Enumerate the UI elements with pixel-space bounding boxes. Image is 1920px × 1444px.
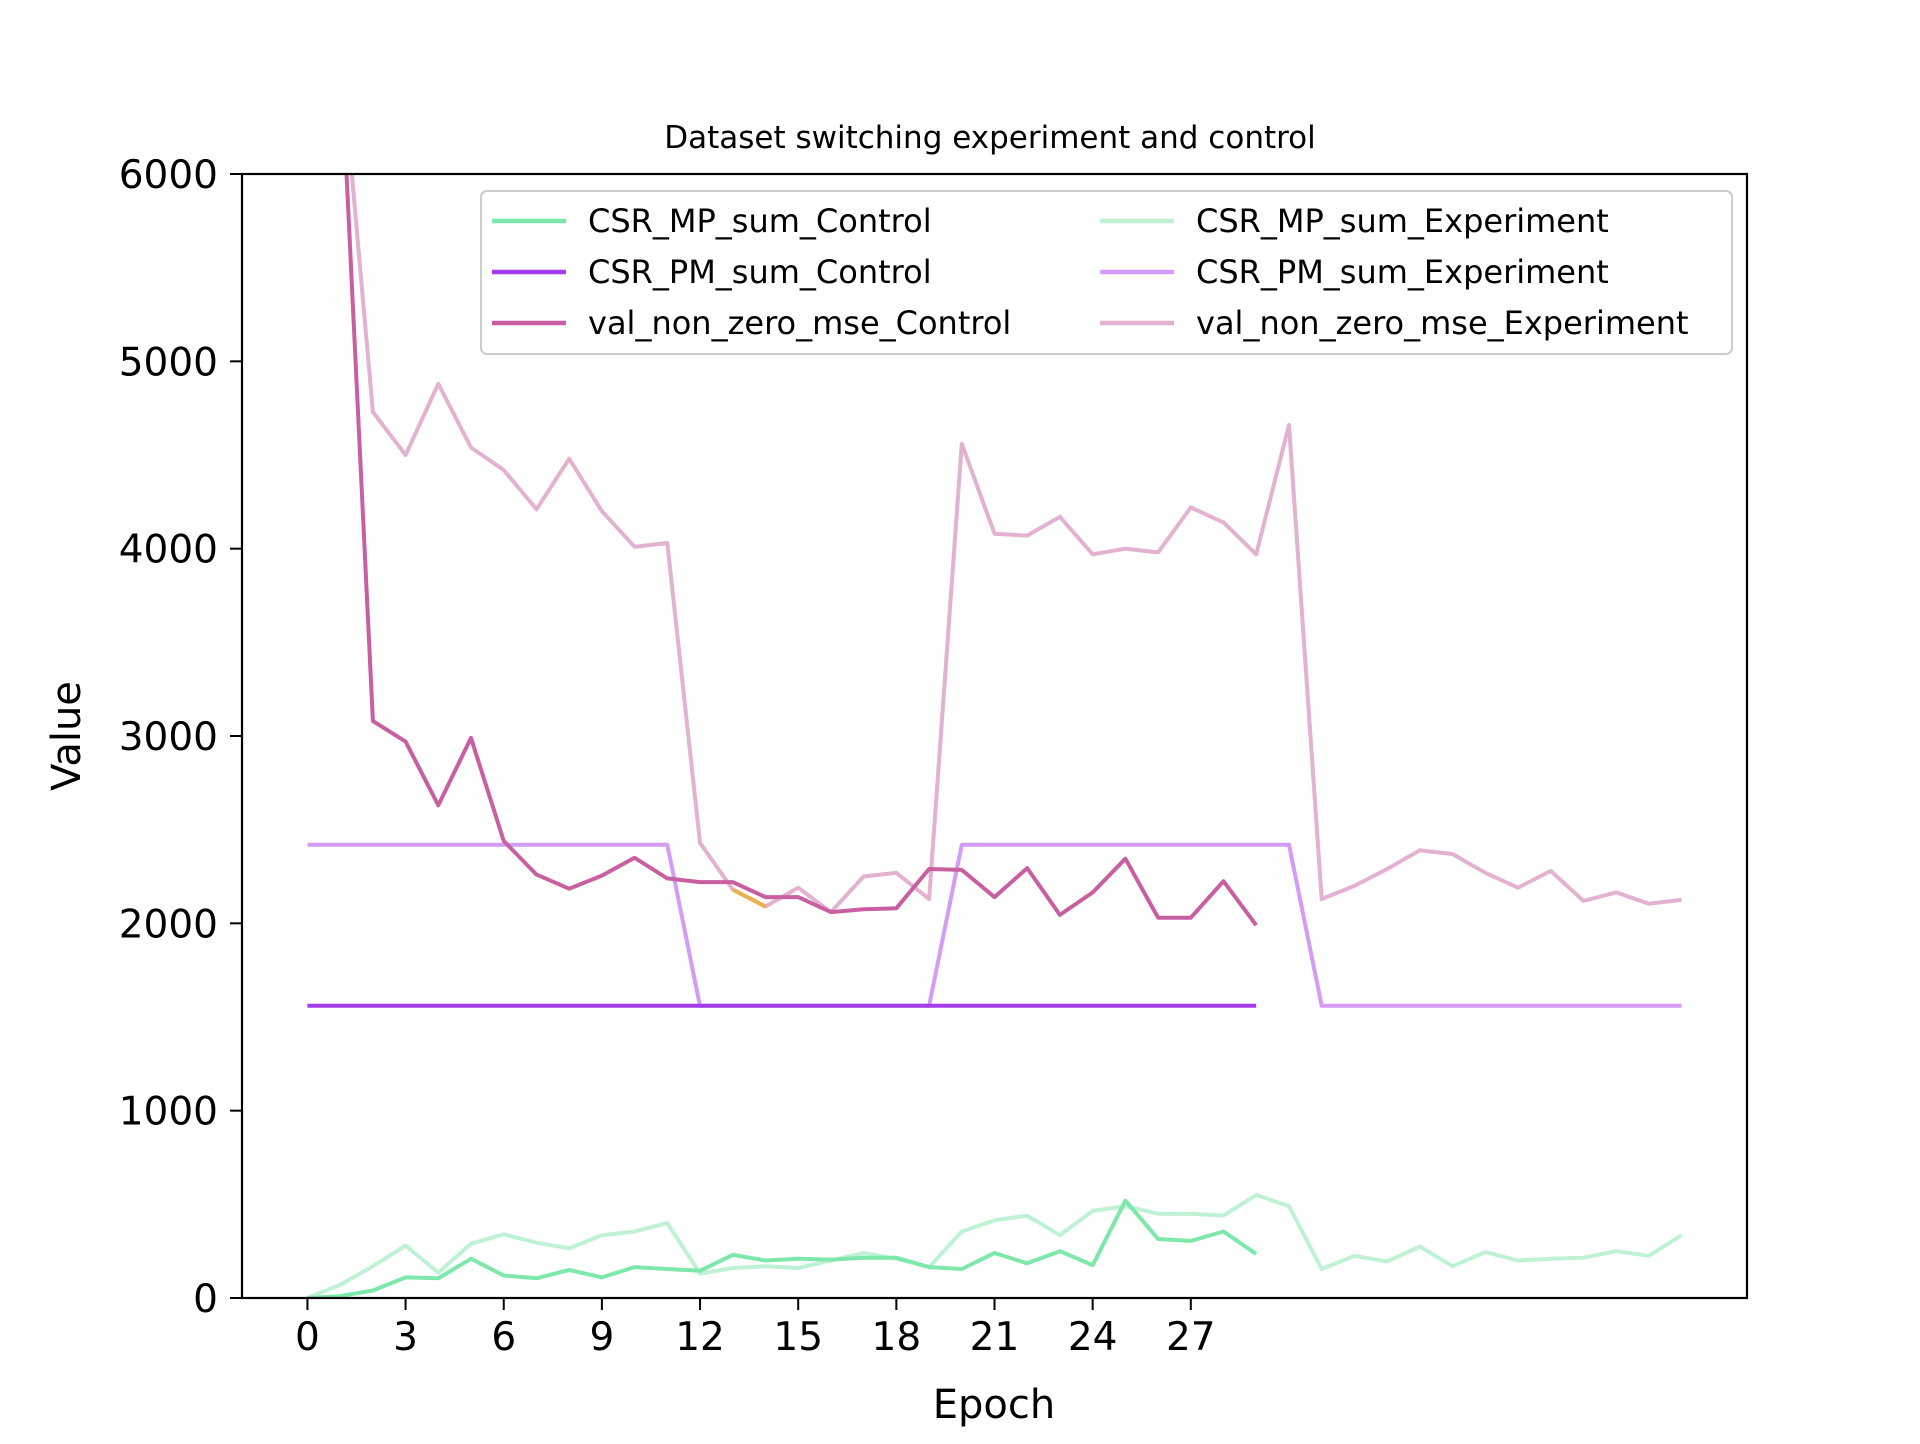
y-tick-label: 6000 [119, 153, 218, 198]
y-tick-label: 2000 [119, 902, 218, 947]
legend-label: CSR_MP_sum_Experiment [1196, 202, 1609, 240]
legend: CSR_MP_sum_Control CSR_PM_sum_Control val_… [480, 190, 1733, 355]
legend-label: val_non_zero_mse_Experiment [1196, 304, 1689, 342]
chart-title: Dataset switching experiment and control [664, 120, 1316, 156]
legend-label: CSR_PM_sum_Experiment [1196, 253, 1609, 291]
y-tick-label: 0 [193, 1277, 218, 1322]
y-axis-ticks: 0 1000 2000 3000 4000 5000 6000 [119, 153, 242, 1322]
y-tick-label: 4000 [119, 528, 218, 573]
x-tick-label: 18 [872, 1315, 922, 1360]
series-line-segment-6 [731, 887, 767, 909]
x-axis-label: Epoch [933, 1382, 1055, 1428]
x-tick-label: 6 [491, 1315, 516, 1360]
x-tick-label: 21 [970, 1315, 1020, 1360]
y-axis-label: Value [44, 681, 90, 791]
x-tick-label: 15 [773, 1315, 823, 1360]
x-tick-label: 24 [1068, 1315, 1118, 1360]
series-line-val-non-zero-mse-control [344, 174, 1258, 927]
legend-label: CSR_MP_sum_Control [588, 202, 932, 240]
legend-label: CSR_PM_sum_Control [588, 253, 932, 291]
y-tick-label: 5000 [119, 340, 218, 385]
series-line-csr-mp-sum-experiment [306, 1193, 1683, 1298]
x-tick-label: 12 [675, 1315, 725, 1360]
x-tick-label: 9 [589, 1315, 614, 1360]
y-tick-label: 1000 [119, 1090, 218, 1135]
series-line-csr-mp-sum-control [307, 1198, 1258, 1298]
x-tick-label: 27 [1166, 1315, 1216, 1360]
series-line-val-non-zero-mse-experiment [349, 174, 1682, 915]
x-axis-ticks: 0 3 6 9 12 15 18 21 24 27 [295, 1298, 1216, 1360]
series-line-csr-pm-sum-experiment [307, 842, 1682, 1008]
y-tick-label: 3000 [119, 715, 218, 760]
legend-label: val_non_zero_mse_Control [588, 304, 1011, 342]
series-layer [306, 174, 1683, 1298]
x-tick-label: 0 [295, 1315, 320, 1360]
x-tick-label: 3 [393, 1315, 418, 1360]
